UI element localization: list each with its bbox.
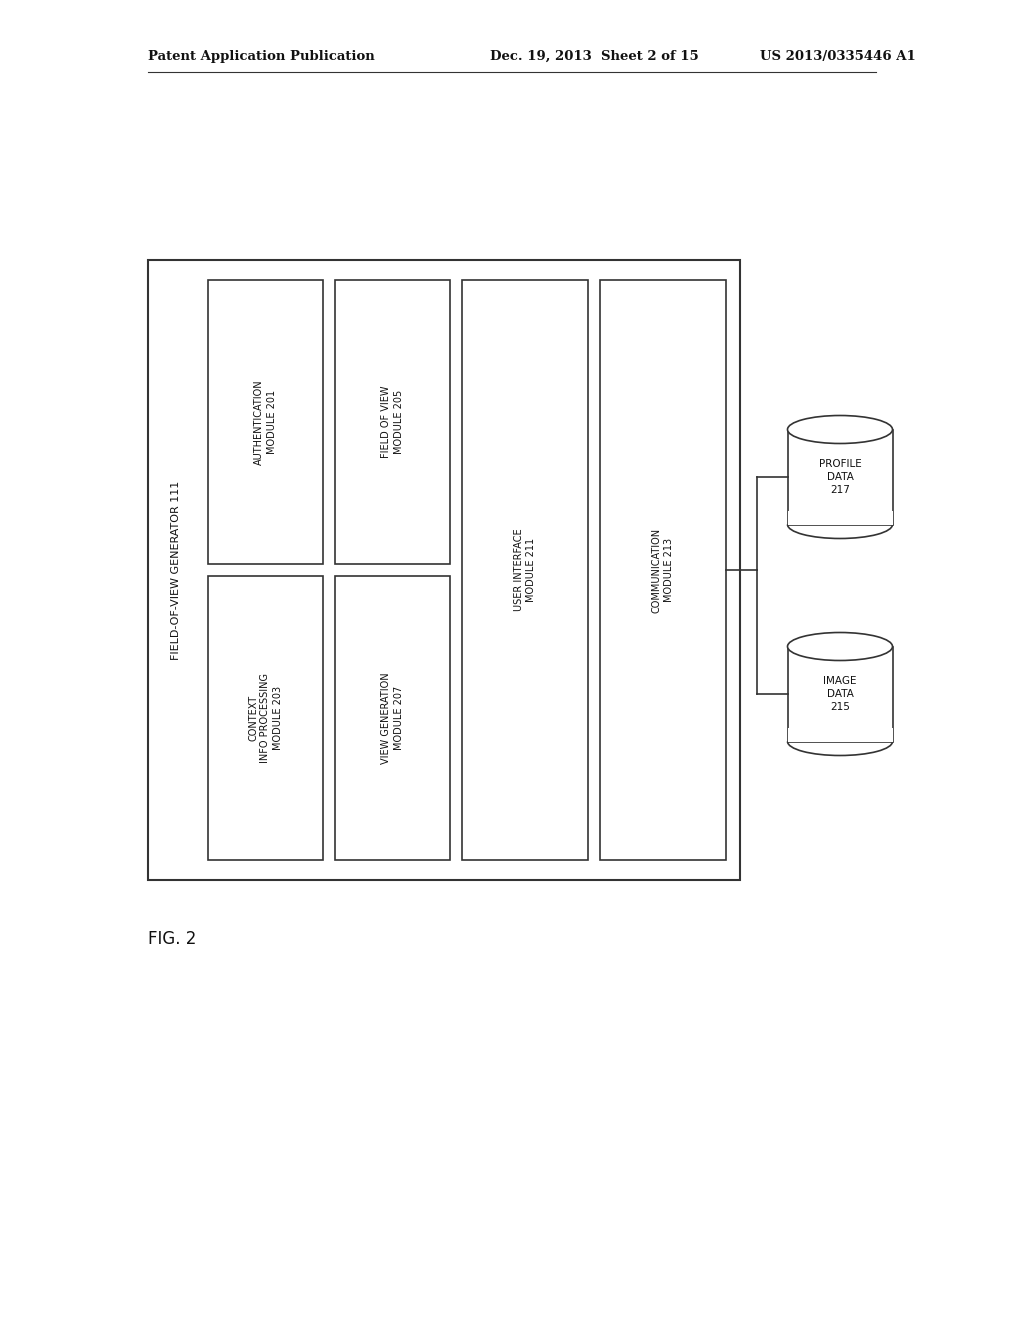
Bar [335, 576, 450, 861]
Text: USER INTERFACE
MODULE 211: USER INTERFACE MODULE 211 [514, 529, 537, 611]
Ellipse shape [787, 632, 893, 660]
Bar [462, 280, 588, 861]
Bar [208, 576, 323, 861]
Text: AUTHENTICATION
MODULE 201: AUTHENTICATION MODULE 201 [254, 379, 276, 465]
Text: FIG. 2: FIG. 2 [148, 931, 197, 948]
Bar [787, 429, 893, 524]
Text: FIELD OF VIEW
MODULE 205: FIELD OF VIEW MODULE 205 [381, 385, 403, 458]
Text: CONTEXT
INFO PROCESSING
MODULE 203: CONTEXT INFO PROCESSING MODULE 203 [248, 673, 283, 763]
Bar [208, 280, 323, 564]
Text: PROFILE
DATA
217: PROFILE DATA 217 [818, 459, 861, 495]
Bar [600, 280, 726, 861]
Text: Dec. 19, 2013  Sheet 2 of 15: Dec. 19, 2013 Sheet 2 of 15 [490, 50, 698, 63]
Text: VIEW GENERATION
MODULE 207: VIEW GENERATION MODULE 207 [381, 672, 403, 764]
Text: IMAGE
DATA
215: IMAGE DATA 215 [823, 676, 857, 713]
Ellipse shape [787, 416, 893, 444]
Bar [787, 511, 893, 524]
Text: COMMUNICATION
MODULE 213: COMMUNICATION MODULE 213 [652, 528, 674, 612]
Bar [787, 727, 893, 742]
Text: FIELD-OF-VIEW GENERATOR 111: FIELD-OF-VIEW GENERATOR 111 [171, 480, 181, 660]
Bar [335, 280, 450, 564]
Bar [148, 260, 740, 880]
Text: Patent Application Publication: Patent Application Publication [148, 50, 375, 63]
Bar [787, 647, 893, 742]
Text: US 2013/0335446 A1: US 2013/0335446 A1 [760, 50, 915, 63]
